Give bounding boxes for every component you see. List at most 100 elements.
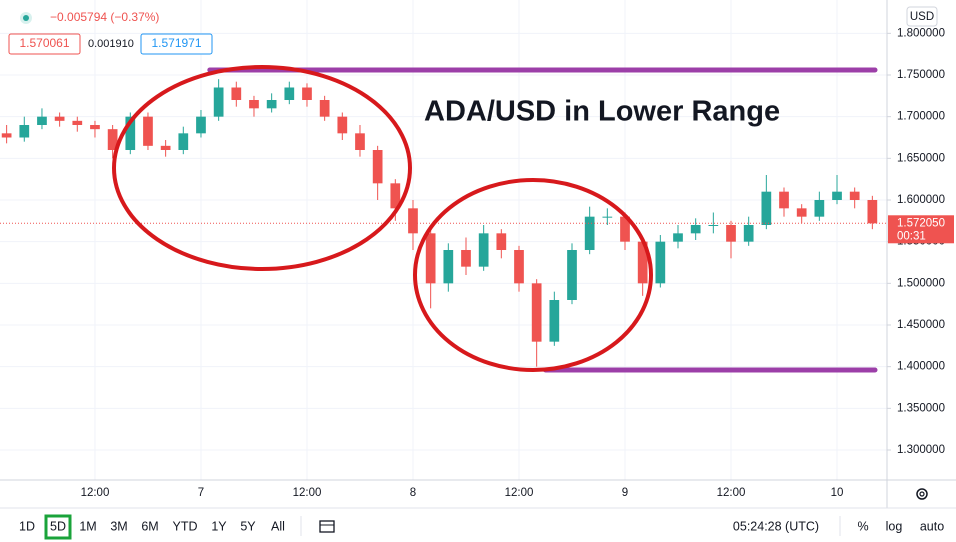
last-price-label: 1.572050: [897, 217, 945, 229]
candle-body: [1, 133, 12, 138]
candle-body: [107, 129, 118, 150]
x-tick-label: 12:00: [717, 487, 746, 499]
change-text: −0.005794 (−0.37%): [50, 10, 159, 24]
highlight-ellipse: [112, 65, 412, 271]
ask-price[interactable]: 1.571971: [151, 36, 201, 50]
candle-body: [496, 233, 507, 250]
x-tick-label: 12:00: [505, 487, 534, 499]
candle-body: [655, 241, 666, 284]
y-tick-label: 1.350000: [897, 402, 945, 414]
marks: [0, 67, 887, 373]
candle-body: [302, 87, 312, 100]
candle-body: [867, 200, 878, 224]
clock: 05:24:28 (UTC): [733, 519, 819, 533]
candle-body: [72, 120, 83, 125]
scale-option[interactable]: %: [857, 519, 868, 533]
range-button[interactable]: 1Y: [211, 519, 227, 533]
candle-body: [390, 183, 401, 209]
scale-option[interactable]: log: [886, 519, 903, 533]
range-button[interactable]: 5Y: [240, 519, 256, 533]
date-range-icon[interactable]: [319, 520, 335, 533]
candle-body: [196, 116, 206, 134]
calendar[interactable]: [319, 520, 335, 533]
highlight-ellipse: [413, 178, 653, 372]
candle-body: [549, 300, 560, 342]
y-tick-label: 1.750000: [897, 69, 945, 81]
settings-icon[interactable]: [916, 488, 928, 500]
x-tick-label: 12:00: [293, 487, 322, 499]
candle-body: [372, 150, 383, 184]
candle-body: [231, 87, 242, 100]
range-button[interactable]: 5D: [50, 519, 66, 533]
candle-body: [584, 216, 595, 250]
range-button[interactable]: 6M: [141, 519, 158, 533]
spread: 0.001910: [88, 38, 134, 50]
candle-body: [337, 116, 348, 134]
grid: [0, 0, 891, 480]
candle-body: [125, 116, 136, 150]
bid-box[interactable]: [8, 33, 81, 55]
candle-body: [284, 87, 295, 100]
candle-body: [90, 125, 100, 130]
candle-body: [478, 233, 489, 267]
candle-body: [637, 241, 648, 284]
candle-body: [567, 250, 577, 300]
candle-body: [620, 216, 630, 242]
range-button[interactable]: 3M: [110, 519, 127, 533]
candle-body: [160, 145, 171, 150]
x-tick-label: 7: [198, 487, 204, 499]
active-range-box[interactable]: [44, 514, 72, 540]
candle-body: [531, 283, 542, 342]
candle-body: [443, 250, 454, 284]
candle-body: [708, 225, 719, 226]
range-button[interactable]: 1M: [79, 519, 96, 533]
candle-body: [178, 133, 189, 150]
candle-body: [796, 208, 807, 217]
range-button[interactable]: All: [271, 519, 285, 533]
candle-body: [355, 133, 365, 150]
scale-option[interactable]: auto: [920, 519, 944, 533]
last-price-box: [888, 215, 954, 244]
settings-gear[interactable]: [916, 488, 928, 500]
status-dot: [23, 15, 29, 21]
candle-body: [602, 216, 613, 218]
candle-body: [319, 100, 330, 117]
candle-body: [425, 233, 436, 284]
y-tick-label: 1.300000: [897, 444, 945, 456]
currency-box[interactable]: [906, 6, 938, 27]
y-tick-label: 1.450000: [897, 319, 945, 331]
toolbar: 1D 5D 1M 3M 6M YTD 1Y 5Y All% log auto: [19, 514, 944, 540]
candle-body: [514, 250, 524, 284]
bid-price[interactable]: 1.570061: [19, 36, 69, 50]
y-tick-label: 1.800000: [897, 27, 945, 39]
candle-body: [690, 225, 701, 234]
currency[interactable]: USD: [910, 11, 934, 23]
candle-body: [54, 116, 65, 121]
candle-body: [761, 191, 772, 225]
x-tick-label: 9: [622, 487, 628, 499]
y-tick-label: 1.700000: [897, 111, 945, 123]
candle-body: [37, 116, 47, 125]
x-tick-label: 12:00: [81, 487, 110, 499]
candle-body: [673, 233, 683, 242]
countdown: 00:31: [897, 230, 926, 242]
candle-body: [814, 200, 825, 217]
x-tick-label: 10: [831, 487, 844, 499]
candle-body: [266, 100, 277, 109]
candle-body: [849, 191, 860, 200]
candle-body: [461, 250, 471, 267]
candle-body: [726, 225, 736, 242]
range-button[interactable]: 1D: [19, 519, 35, 533]
range-button[interactable]: YTD: [173, 519, 198, 533]
candle-body: [249, 100, 259, 109]
y-tick-label: 1.500000: [897, 277, 945, 289]
candle-body: [408, 208, 418, 234]
candle-body: [743, 225, 754, 242]
candle-body: [779, 191, 789, 209]
y-tick-label: 1.650000: [897, 152, 945, 164]
settings-gear-hole[interactable]: [919, 491, 925, 497]
ask-box[interactable]: [140, 33, 213, 55]
